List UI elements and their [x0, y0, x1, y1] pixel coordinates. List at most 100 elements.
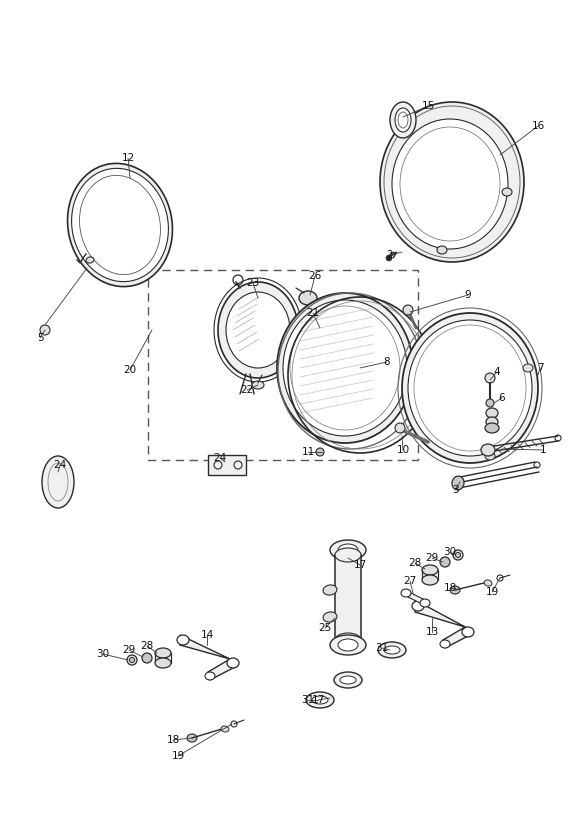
Ellipse shape — [485, 452, 495, 460]
Text: 31: 31 — [375, 643, 389, 653]
Text: 17: 17 — [311, 695, 325, 705]
Ellipse shape — [422, 565, 438, 575]
Text: 31: 31 — [301, 695, 315, 705]
Text: 2: 2 — [387, 250, 394, 260]
Ellipse shape — [486, 399, 494, 407]
Ellipse shape — [395, 108, 411, 132]
Ellipse shape — [401, 589, 411, 597]
Ellipse shape — [299, 291, 317, 305]
Text: 24: 24 — [213, 453, 227, 463]
Ellipse shape — [402, 313, 538, 463]
Ellipse shape — [403, 305, 413, 315]
Text: 24: 24 — [54, 460, 66, 470]
Text: 29: 29 — [122, 645, 136, 655]
Text: 18: 18 — [166, 735, 180, 745]
Ellipse shape — [155, 658, 171, 668]
Ellipse shape — [40, 325, 50, 335]
Ellipse shape — [305, 317, 325, 329]
Ellipse shape — [440, 557, 450, 567]
Ellipse shape — [455, 553, 461, 558]
Ellipse shape — [327, 325, 343, 345]
Ellipse shape — [283, 300, 407, 436]
Ellipse shape — [395, 423, 405, 433]
Ellipse shape — [390, 102, 416, 138]
Ellipse shape — [453, 550, 463, 560]
Ellipse shape — [187, 734, 197, 742]
Ellipse shape — [227, 658, 239, 668]
Text: 21: 21 — [307, 308, 319, 318]
Text: 3: 3 — [452, 485, 458, 495]
Ellipse shape — [155, 648, 171, 658]
Text: 27: 27 — [403, 576, 417, 586]
Ellipse shape — [226, 292, 290, 368]
Text: 28: 28 — [408, 558, 422, 568]
Ellipse shape — [334, 672, 362, 688]
Ellipse shape — [330, 635, 366, 655]
Text: 9: 9 — [465, 290, 471, 300]
Ellipse shape — [502, 188, 512, 196]
Ellipse shape — [386, 255, 392, 261]
Ellipse shape — [218, 282, 298, 378]
Ellipse shape — [378, 642, 406, 658]
Ellipse shape — [129, 658, 135, 662]
Ellipse shape — [462, 627, 474, 637]
Text: 18: 18 — [444, 583, 456, 593]
Text: 11: 11 — [301, 447, 315, 457]
Ellipse shape — [330, 540, 366, 560]
Text: 4: 4 — [494, 367, 500, 377]
Text: 19: 19 — [486, 587, 498, 597]
Text: 28: 28 — [141, 641, 154, 651]
Ellipse shape — [86, 257, 94, 263]
Ellipse shape — [277, 293, 413, 443]
Ellipse shape — [486, 408, 498, 418]
Text: 30: 30 — [96, 649, 110, 659]
Text: 29: 29 — [426, 553, 438, 563]
Ellipse shape — [523, 364, 533, 372]
Text: 16: 16 — [531, 121, 545, 131]
Text: 10: 10 — [396, 445, 410, 455]
Ellipse shape — [440, 640, 450, 648]
Ellipse shape — [68, 163, 173, 287]
Ellipse shape — [305, 334, 325, 346]
Ellipse shape — [316, 448, 324, 456]
Ellipse shape — [323, 585, 337, 595]
Ellipse shape — [340, 676, 356, 684]
Text: 17: 17 — [353, 560, 367, 570]
Text: 20: 20 — [124, 365, 136, 375]
Text: 25: 25 — [318, 623, 332, 633]
Text: 6: 6 — [498, 393, 505, 403]
Ellipse shape — [450, 586, 460, 594]
Text: 5: 5 — [37, 333, 43, 343]
Ellipse shape — [338, 639, 358, 651]
Bar — [208, 455, 246, 475]
Ellipse shape — [343, 328, 363, 342]
Text: 8: 8 — [384, 357, 390, 367]
Ellipse shape — [486, 417, 498, 427]
Text: 26: 26 — [308, 271, 322, 281]
Text: 1: 1 — [540, 445, 546, 455]
Ellipse shape — [177, 635, 189, 645]
Ellipse shape — [252, 381, 264, 389]
Ellipse shape — [205, 672, 215, 680]
Text: 30: 30 — [444, 547, 456, 557]
Bar — [335, 555, 361, 640]
Text: 14: 14 — [201, 630, 213, 640]
Text: 15: 15 — [422, 101, 434, 111]
Ellipse shape — [485, 423, 499, 433]
Text: 22: 22 — [240, 385, 254, 395]
Text: 12: 12 — [121, 153, 135, 163]
Ellipse shape — [420, 599, 430, 607]
Ellipse shape — [335, 548, 361, 562]
Ellipse shape — [412, 601, 424, 611]
Text: 23: 23 — [247, 278, 259, 288]
Text: 7: 7 — [537, 363, 543, 373]
Ellipse shape — [484, 580, 492, 586]
Ellipse shape — [142, 653, 152, 663]
Ellipse shape — [221, 726, 229, 732]
Polygon shape — [405, 590, 426, 606]
Ellipse shape — [384, 646, 400, 654]
Ellipse shape — [392, 119, 508, 249]
Ellipse shape — [481, 444, 495, 456]
Ellipse shape — [408, 320, 532, 456]
Ellipse shape — [42, 456, 74, 508]
